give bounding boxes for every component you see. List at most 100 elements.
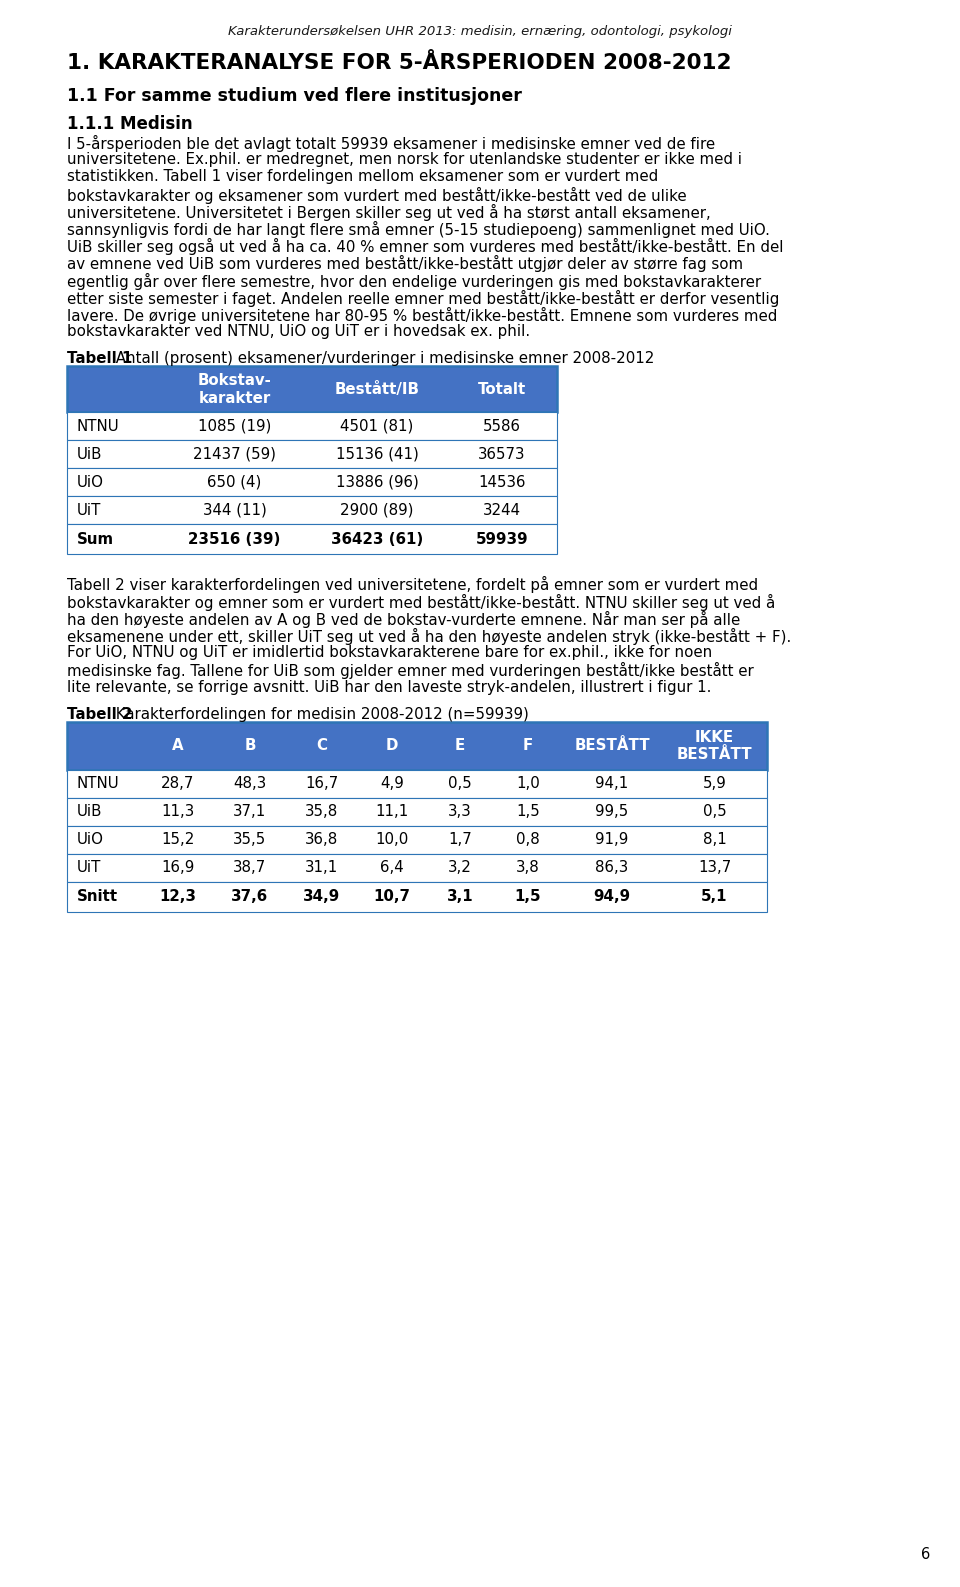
Text: Totalt: Totalt xyxy=(478,382,526,397)
Text: E: E xyxy=(455,738,466,754)
Text: 11,1: 11,1 xyxy=(375,805,409,819)
Text: Karakterfordelingen for medisin 2008-2012 (n=59939): Karakterfordelingen for medisin 2008-201… xyxy=(111,706,529,722)
Text: B: B xyxy=(244,738,255,754)
Text: 13,7: 13,7 xyxy=(698,860,732,876)
Text: 94,1: 94,1 xyxy=(595,776,629,792)
Text: UiO: UiO xyxy=(77,832,104,847)
Text: UiT: UiT xyxy=(77,503,102,517)
Text: 99,5: 99,5 xyxy=(595,805,629,819)
Text: 3,8: 3,8 xyxy=(516,860,540,876)
Text: 3,2: 3,2 xyxy=(448,860,472,876)
Text: D: D xyxy=(386,738,398,754)
Text: 14536: 14536 xyxy=(478,475,526,490)
Text: Tabell 1: Tabell 1 xyxy=(67,351,132,367)
Text: 21437 (59): 21437 (59) xyxy=(193,448,276,462)
Text: av emnene ved UiB som vurderes med bestått/ikke-bestått utgjør deler av større f: av emnene ved UiB som vurderes med bestå… xyxy=(67,256,743,273)
Text: 5,9: 5,9 xyxy=(703,776,727,792)
Text: A: A xyxy=(172,738,183,754)
Text: 1. KARAKTERANALYSE FOR 5-ÅRSPERIODEN 2008-2012: 1. KARAKTERANALYSE FOR 5-ÅRSPERIODEN 200… xyxy=(67,52,732,73)
Text: 0,8: 0,8 xyxy=(516,832,540,847)
Text: UiB: UiB xyxy=(77,448,103,462)
Text: 1.1 For samme studium ved flere institusjoner: 1.1 For samme studium ved flere institus… xyxy=(67,87,522,105)
FancyBboxPatch shape xyxy=(67,441,557,468)
Text: 344 (11): 344 (11) xyxy=(203,503,267,517)
Text: 0,5: 0,5 xyxy=(703,805,727,819)
Text: UiT: UiT xyxy=(77,860,102,876)
FancyBboxPatch shape xyxy=(67,722,767,770)
Text: 1.1.1 Medisin: 1.1.1 Medisin xyxy=(67,114,193,133)
Text: 16,9: 16,9 xyxy=(161,860,195,876)
FancyBboxPatch shape xyxy=(67,854,767,882)
Text: 4501 (81): 4501 (81) xyxy=(340,419,414,433)
Text: 91,9: 91,9 xyxy=(595,832,629,847)
Text: 48,3: 48,3 xyxy=(233,776,267,792)
Text: I 5-årsperioden ble det avlagt totalt 59939 eksamener i medisinske emner ved de : I 5-årsperioden ble det avlagt totalt 59… xyxy=(67,135,715,152)
Text: NTNU: NTNU xyxy=(77,776,120,792)
Text: 6,4: 6,4 xyxy=(380,860,404,876)
Text: bokstavkarakter ved NTNU, UiO og UiT er i hovedsak ex. phil.: bokstavkarakter ved NTNU, UiO og UiT er … xyxy=(67,324,530,340)
Text: UiB skiller seg også ut ved å ha ca. 40 % emner som vurderes med bestått/ikke-be: UiB skiller seg også ut ved å ha ca. 40 … xyxy=(67,238,783,256)
Text: 35,8: 35,8 xyxy=(305,805,339,819)
Text: 36573: 36573 xyxy=(478,448,526,462)
FancyBboxPatch shape xyxy=(67,367,557,413)
Text: eksamenene under ett, skiller UiT seg ut ved å ha den høyeste andelen stryk (ikk: eksamenene under ett, skiller UiT seg ut… xyxy=(67,628,791,644)
Text: Sum: Sum xyxy=(77,532,114,548)
Text: 38,7: 38,7 xyxy=(233,860,267,876)
FancyBboxPatch shape xyxy=(67,825,767,854)
Text: IKKE
BESTÅTT: IKKE BESTÅTT xyxy=(677,730,753,762)
Text: Tabell 2: Tabell 2 xyxy=(67,706,132,722)
Text: 94,9: 94,9 xyxy=(593,889,631,905)
Text: Bokstav-
karakter: Bokstav- karakter xyxy=(198,373,272,406)
Text: 3244: 3244 xyxy=(483,503,521,517)
Text: egentlig går over flere semestre, hvor den endelige vurderingen gis med bokstavk: egentlig går over flere semestre, hvor d… xyxy=(67,273,761,289)
Text: 8,1: 8,1 xyxy=(703,832,727,847)
Text: Snitt: Snitt xyxy=(77,889,118,905)
Text: 3,1: 3,1 xyxy=(446,889,473,905)
Text: 4,9: 4,9 xyxy=(380,776,404,792)
FancyBboxPatch shape xyxy=(67,524,557,554)
FancyBboxPatch shape xyxy=(67,468,557,497)
Text: 12,3: 12,3 xyxy=(159,889,197,905)
Text: 28,7: 28,7 xyxy=(161,776,195,792)
Text: 59939: 59939 xyxy=(476,532,528,548)
Text: NTNU: NTNU xyxy=(77,419,120,433)
FancyBboxPatch shape xyxy=(67,413,557,441)
Text: sannsynligvis fordi de har langt flere små emner (5-15 studiepoeng) sammenlignet: sannsynligvis fordi de har langt flere s… xyxy=(67,221,770,238)
FancyBboxPatch shape xyxy=(67,497,557,524)
Text: 10,7: 10,7 xyxy=(373,889,411,905)
FancyBboxPatch shape xyxy=(67,770,767,798)
Text: 11,3: 11,3 xyxy=(161,805,195,819)
Text: lavere. De øvrige universitetene har 80-95 % bestått/ikke-bestått. Emnene som vu: lavere. De øvrige universitetene har 80-… xyxy=(67,306,778,324)
Text: C: C xyxy=(317,738,327,754)
Text: 13886 (96): 13886 (96) xyxy=(336,475,419,490)
Text: etter siste semester i faget. Andelen reelle emner med bestått/ikke-bestått er d: etter siste semester i faget. Andelen re… xyxy=(67,290,780,306)
Text: 10,0: 10,0 xyxy=(375,832,409,847)
Text: 2900 (89): 2900 (89) xyxy=(340,503,414,517)
Text: bokstavkarakter og emner som er vurdert med bestått/ikke-bestått. NTNU skiller s: bokstavkarakter og emner som er vurdert … xyxy=(67,594,776,611)
Text: 6: 6 xyxy=(921,1547,930,1562)
Text: universitetene. Ex.phil. er medregnet, men norsk for utenlandske studenter er ik: universitetene. Ex.phil. er medregnet, m… xyxy=(67,152,742,167)
Text: lite relevante, se forrige avsnitt. UiB har den laveste stryk-andelen, illustrer: lite relevante, se forrige avsnitt. UiB … xyxy=(67,679,711,695)
Text: Tabell 2 viser karakterfordelingen ved universitetene, fordelt på emner som er v: Tabell 2 viser karakterfordelingen ved u… xyxy=(67,576,758,594)
FancyBboxPatch shape xyxy=(67,882,767,913)
Text: 1,5: 1,5 xyxy=(515,889,541,905)
Text: 35,5: 35,5 xyxy=(233,832,267,847)
Text: Karakterundersøkelsen UHR 2013: medisin, ernæring, odontologi, psykologi: Karakterundersøkelsen UHR 2013: medisin,… xyxy=(228,25,732,38)
Text: 0,5: 0,5 xyxy=(448,776,472,792)
Text: Antall (prosent) eksamener/vurderinger i medisinske emner 2008-2012: Antall (prosent) eksamener/vurderinger i… xyxy=(111,351,655,367)
Text: medisinske fag. Tallene for UiB som gjelder emner med vurderingen bestått/ikke b: medisinske fag. Tallene for UiB som gjel… xyxy=(67,662,754,679)
Text: statistikken. Tabell 1 viser fordelingen mellom eksamener som er vurdert med: statistikken. Tabell 1 viser fordelingen… xyxy=(67,170,659,184)
Text: universitetene. Universitetet i Bergen skiller seg ut ved å ha størst antall eks: universitetene. Universitetet i Bergen s… xyxy=(67,203,710,221)
Text: 36,8: 36,8 xyxy=(305,832,339,847)
Text: 1085 (19): 1085 (19) xyxy=(198,419,271,433)
Text: BESTÅTT: BESTÅTT xyxy=(574,738,650,754)
Text: For UiO, NTNU og UiT er imidlertid bokstavkarakterene bare for ex.phil., ikke fo: For UiO, NTNU og UiT er imidlertid bokst… xyxy=(67,646,712,660)
Text: 3,3: 3,3 xyxy=(448,805,472,819)
Text: 1,7: 1,7 xyxy=(448,832,472,847)
Text: 1,5: 1,5 xyxy=(516,805,540,819)
Text: UiO: UiO xyxy=(77,475,104,490)
Text: 15136 (41): 15136 (41) xyxy=(336,448,419,462)
Text: 37,6: 37,6 xyxy=(231,889,269,905)
Text: 1,0: 1,0 xyxy=(516,776,540,792)
Text: 23516 (39): 23516 (39) xyxy=(188,532,280,548)
